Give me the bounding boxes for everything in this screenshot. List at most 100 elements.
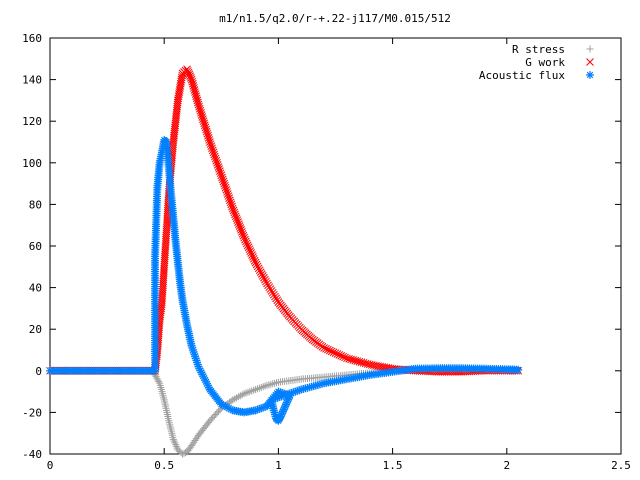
data-point	[217, 400, 226, 409]
data-point	[267, 395, 276, 404]
y-tick-label: 160	[22, 32, 42, 45]
plot-frame	[49, 37, 622, 455]
data-point	[229, 206, 238, 215]
data-point	[221, 402, 230, 411]
data-point	[208, 146, 217, 155]
data-point	[245, 245, 254, 254]
x-tick-label: 0.5	[154, 459, 174, 472]
data-point	[254, 264, 263, 273]
data-point	[260, 273, 268, 282]
data-point	[213, 158, 221, 167]
data-point	[203, 381, 212, 390]
data-point	[272, 294, 280, 303]
data-point	[226, 196, 234, 205]
data-point	[170, 437, 178, 445]
data-point	[202, 377, 211, 386]
data-point	[257, 270, 266, 278]
data-point	[197, 109, 205, 117]
data-point	[203, 129, 212, 138]
data-point	[242, 239, 251, 248]
data-point	[268, 288, 277, 297]
data-point	[172, 442, 180, 450]
data-point	[199, 372, 208, 381]
data-point	[256, 268, 265, 276]
data-point	[293, 386, 302, 395]
legend-marker	[586, 45, 594, 53]
data-point	[206, 140, 215, 148]
data-point	[201, 123, 210, 132]
data-point	[225, 194, 234, 203]
data-point	[282, 400, 291, 409]
data-point	[271, 292, 279, 301]
series-acoustic-flux	[46, 135, 523, 425]
legend-label: Acoustic flux	[479, 69, 565, 82]
data-point	[275, 393, 284, 402]
data-point	[211, 154, 220, 163]
data-point	[191, 354, 200, 363]
y-tick-label: 0	[35, 365, 42, 378]
data-point	[223, 403, 232, 412]
data-point	[280, 403, 289, 412]
data-point	[193, 360, 202, 369]
data-point	[291, 387, 300, 396]
data-point	[327, 347, 336, 356]
data-point	[178, 450, 186, 458]
data-point	[324, 345, 332, 354]
data-point	[248, 251, 256, 259]
data-point	[194, 362, 203, 371]
data-point	[271, 379, 279, 387]
data-point	[202, 127, 211, 136]
data-point	[278, 409, 287, 418]
data-point	[240, 233, 248, 242]
data-point	[234, 220, 243, 228]
data-point	[201, 375, 210, 384]
data-point	[228, 202, 236, 211]
data-point	[203, 379, 212, 388]
data-point	[243, 241, 252, 250]
data-point	[277, 392, 286, 401]
data-point	[200, 121, 209, 130]
data-point	[212, 156, 221, 165]
data-point	[237, 226, 245, 234]
data-point	[257, 404, 266, 413]
data-point	[193, 358, 202, 367]
data-point	[231, 212, 240, 221]
data-point	[278, 407, 287, 416]
data-point	[214, 163, 223, 171]
data-point	[238, 228, 246, 236]
data-point	[289, 388, 298, 397]
data-point	[215, 165, 224, 173]
data-point	[263, 279, 271, 288]
x-tick-label: 2	[503, 459, 510, 472]
data-point	[210, 412, 218, 420]
data-point	[199, 115, 207, 123]
data-point	[261, 275, 269, 284]
data-point	[276, 388, 285, 397]
data-point	[219, 177, 228, 186]
data-point	[155, 378, 163, 386]
data-point	[329, 348, 338, 357]
data-point	[198, 370, 207, 379]
data-point	[194, 100, 203, 109]
data-point	[246, 247, 255, 255]
data-point	[204, 383, 213, 392]
data-point	[281, 402, 290, 411]
data-point	[205, 136, 214, 144]
data-point	[322, 344, 330, 353]
data-point	[219, 401, 228, 410]
data-point	[514, 365, 523, 374]
data-point	[220, 179, 229, 188]
data-point	[266, 285, 275, 293]
data-point	[279, 391, 288, 400]
data-point	[228, 204, 237, 213]
data-point	[272, 379, 280, 387]
data-point	[283, 390, 292, 399]
data-point	[218, 175, 227, 184]
data-point	[223, 190, 232, 198]
data-point	[283, 396, 292, 405]
y-tick-label: 60	[29, 240, 42, 253]
data-point	[224, 192, 233, 200]
data-point	[265, 283, 274, 292]
data-point	[172, 441, 180, 449]
